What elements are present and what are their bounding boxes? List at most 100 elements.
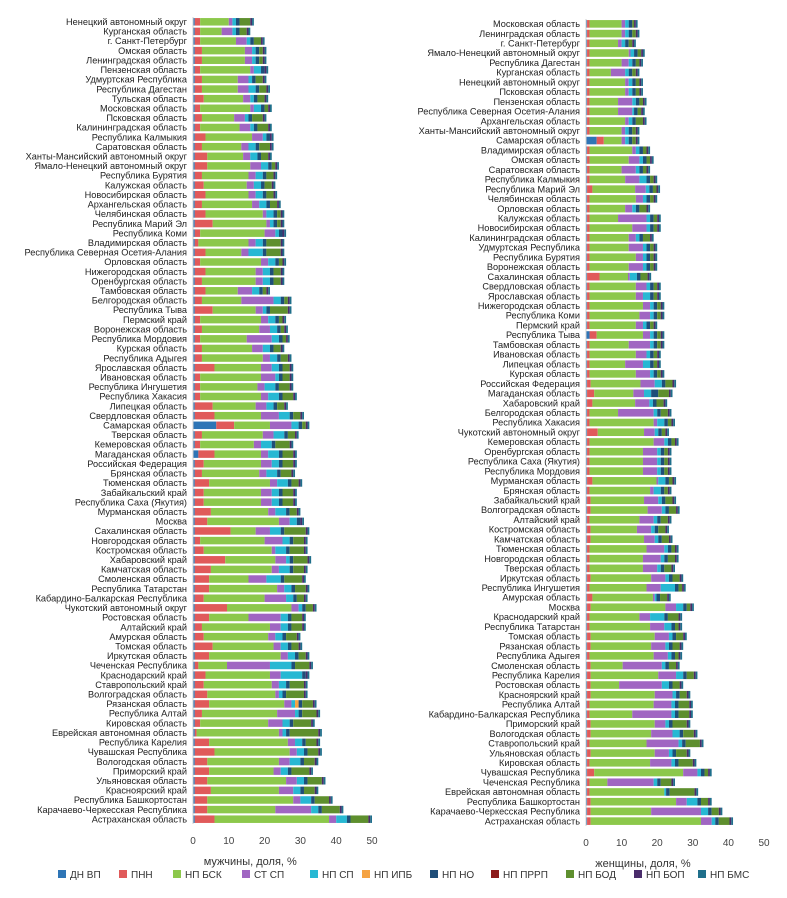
- bar-segment: [239, 123, 251, 132]
- bar-segment: [273, 642, 281, 651]
- bar-segment: [194, 114, 202, 122]
- bar-segment: [587, 447, 590, 456]
- bar-segment: [635, 292, 643, 300]
- bar-segment: [678, 622, 681, 631]
- bar-segment: [266, 85, 269, 93]
- bar-segment: [664, 418, 668, 427]
- bar-segment: [660, 778, 672, 787]
- bar-segment: [316, 738, 319, 747]
- bar-segment: [300, 642, 303, 651]
- category-label: Российская Федерация: [87, 459, 187, 469]
- bar-segment: [665, 496, 673, 505]
- bar-segment: [664, 622, 672, 631]
- bar-segment: [587, 807, 591, 816]
- category-label: Кировская область: [499, 758, 580, 768]
- bar-segment: [634, 107, 638, 116]
- bar-segment: [628, 127, 633, 135]
- bar-segment: [652, 399, 657, 407]
- bar-segment: [255, 277, 263, 285]
- bar-segment: [291, 383, 294, 391]
- bar-segment: [300, 479, 303, 487]
- bar-segment: [586, 632, 588, 641]
- category-label: Ханты-Мансийский автономный округ: [419, 126, 581, 136]
- bar-segment: [282, 267, 285, 276]
- bar-segment: [277, 479, 288, 487]
- bar-segment: [193, 498, 195, 506]
- bar-segment: [628, 88, 633, 96]
- bar-segment: [681, 681, 684, 689]
- bar-segment: [278, 411, 290, 420]
- bar-segment: [280, 239, 283, 247]
- bar-segment: [589, 263, 629, 271]
- bar-segment: [194, 287, 206, 295]
- bar-segment: [586, 39, 588, 48]
- bar-segment: [632, 78, 636, 86]
- bar-segment: [289, 517, 297, 526]
- bar-segment: [280, 613, 288, 622]
- bar-segment: [586, 156, 588, 164]
- bar-segment: [309, 767, 312, 775]
- bar-segment: [282, 219, 285, 228]
- bar-segment: [586, 263, 588, 271]
- legend-swatch: [58, 870, 66, 878]
- bar-segment: [639, 165, 643, 174]
- bar-segment: [587, 496, 591, 505]
- bar-segment: [628, 117, 633, 125]
- bar-segment: [277, 210, 281, 218]
- bar-segment: [194, 498, 204, 506]
- bar-segment: [277, 402, 285, 410]
- bar-segment: [671, 438, 675, 446]
- bar-segment: [589, 350, 636, 359]
- bar-segment: [194, 700, 210, 708]
- bar-segment: [678, 739, 683, 748]
- bar-segment: [628, 340, 651, 349]
- bar-segment: [201, 277, 256, 285]
- bar-segment: [203, 459, 262, 468]
- bar-segment: [193, 815, 195, 823]
- bar-segment: [648, 146, 651, 155]
- bar-segment: [672, 642, 680, 650]
- bar-segment: [201, 354, 263, 362]
- bar-segment: [269, 661, 292, 670]
- bar-segment: [586, 88, 588, 96]
- bar-segment: [252, 114, 263, 122]
- bar-segment: [235, 27, 240, 36]
- bar-segment: [269, 133, 272, 141]
- bar-segment: [590, 690, 655, 699]
- bar-segment: [302, 623, 304, 631]
- legend-swatch: [566, 870, 574, 878]
- bar-segment: [368, 815, 371, 823]
- bar-segment: [284, 402, 287, 410]
- bar-segment: [681, 642, 684, 650]
- bar-segment: [277, 200, 279, 209]
- bar-segment: [589, 156, 629, 164]
- bar-segment: [711, 807, 719, 816]
- bar-segment: [590, 749, 655, 757]
- bar-segment: [656, 185, 659, 193]
- bar-segment: [278, 335, 283, 343]
- bar-segment: [646, 156, 651, 164]
- bar-segment: [194, 123, 201, 132]
- bar-segment: [214, 748, 290, 756]
- bar-segment: [586, 360, 588, 368]
- bar-segment: [298, 604, 303, 612]
- bar-segment: [194, 190, 206, 199]
- bar-segment: [589, 360, 626, 368]
- bar-segment: [295, 498, 297, 506]
- bar-segment: [298, 632, 301, 641]
- bar-segment: [193, 18, 195, 26]
- bar-segment: [660, 340, 663, 349]
- bar-segment: [646, 204, 649, 213]
- bar-segment: [289, 373, 292, 382]
- bar-segment: [642, 165, 647, 174]
- bar-segment: [635, 204, 640, 213]
- category-label: Российская Федерация: [480, 379, 580, 389]
- bar-segment: [657, 564, 661, 573]
- category-label: Республика Адыгея: [496, 651, 580, 661]
- category-label: Московская область: [100, 103, 187, 113]
- bar-segment: [658, 224, 661, 232]
- bar-segment: [589, 515, 640, 524]
- bar-segment: [667, 457, 670, 466]
- bar-segment: [269, 479, 278, 487]
- bar-segment: [201, 623, 270, 631]
